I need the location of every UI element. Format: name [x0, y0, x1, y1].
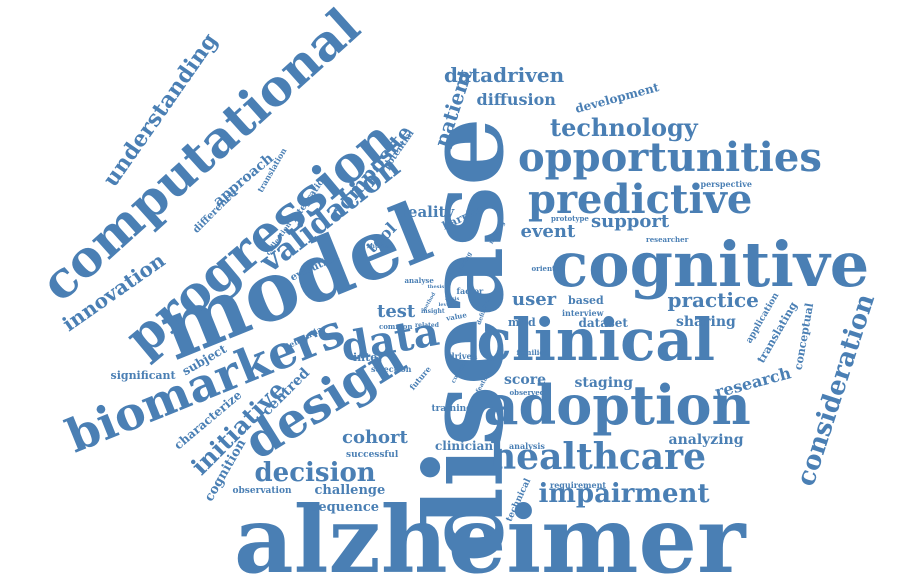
word-based: based: [568, 293, 604, 307]
word-healthcare: healthcare: [490, 436, 706, 478]
word-researcher: researcher: [646, 234, 689, 244]
word-analyzing: analyzing: [668, 432, 744, 448]
word-user: user: [512, 289, 557, 310]
word-test: test: [377, 301, 416, 322]
word-predictive: predictive: [528, 176, 753, 223]
word-support: support: [591, 211, 670, 232]
word-impairment: impairment: [538, 479, 710, 509]
word-analysis: analysis: [509, 441, 545, 451]
word-research: research: [712, 363, 793, 402]
word-score: score: [504, 372, 547, 388]
word-development: development: [573, 80, 661, 116]
word-challenge: challenge: [314, 482, 386, 498]
word-opportunities: opportunities: [518, 134, 822, 181]
word-clinician: clinician: [435, 439, 494, 453]
word-mild: mild: [508, 315, 536, 329]
word-inter: inter: [353, 350, 384, 364]
word-dataset: dataset: [578, 316, 628, 330]
word-decision: decision: [254, 458, 376, 488]
word-driven: driven: [449, 351, 478, 361]
word-cognitive: cognitive: [550, 228, 870, 301]
word-value: value: [444, 309, 467, 323]
word-prototype: prototype: [551, 213, 589, 223]
word-alzheimer: alzheimer: [234, 486, 746, 582]
word-selection: selection: [371, 364, 412, 374]
word-interview: interview: [562, 308, 604, 318]
word-significant: significant: [110, 368, 176, 382]
word-perspective: perspective: [700, 179, 752, 189]
word-factor: factor: [456, 286, 484, 296]
word-event: event: [520, 221, 576, 242]
word-reality: reality: [400, 202, 455, 221]
word-observed: observed: [509, 387, 545, 397]
word-requirement: requirement: [550, 480, 607, 490]
word-families: families: [516, 347, 548, 357]
word-sequence: sequence: [311, 499, 380, 515]
word-level: level: [438, 301, 452, 308]
word-sharing: sharing: [676, 314, 736, 330]
word-staging: staging: [574, 375, 634, 391]
word-practice: practice: [667, 288, 759, 312]
word-datadriven: datadriven: [444, 63, 565, 87]
word-human: human: [370, 243, 394, 250]
word-technology: technology: [550, 113, 698, 142]
word-oriented: oriented: [531, 263, 565, 273]
word-observation: observation: [232, 485, 292, 496]
word-thesis: thesis: [427, 283, 445, 290]
word-analyse: analyse: [404, 275, 434, 285]
word-clinical: clinical: [476, 306, 716, 374]
word-adoption: adoption: [483, 373, 751, 437]
word-related: related: [415, 322, 439, 329]
word-cohort: cohort: [342, 427, 408, 448]
word-insight: insight: [421, 308, 445, 315]
word-diffusion: diffusion: [476, 90, 556, 109]
word-basis: basis: [445, 295, 460, 302]
word-training: training: [431, 403, 473, 414]
word-successful: successful: [346, 449, 399, 460]
word-common: common: [379, 321, 413, 331]
